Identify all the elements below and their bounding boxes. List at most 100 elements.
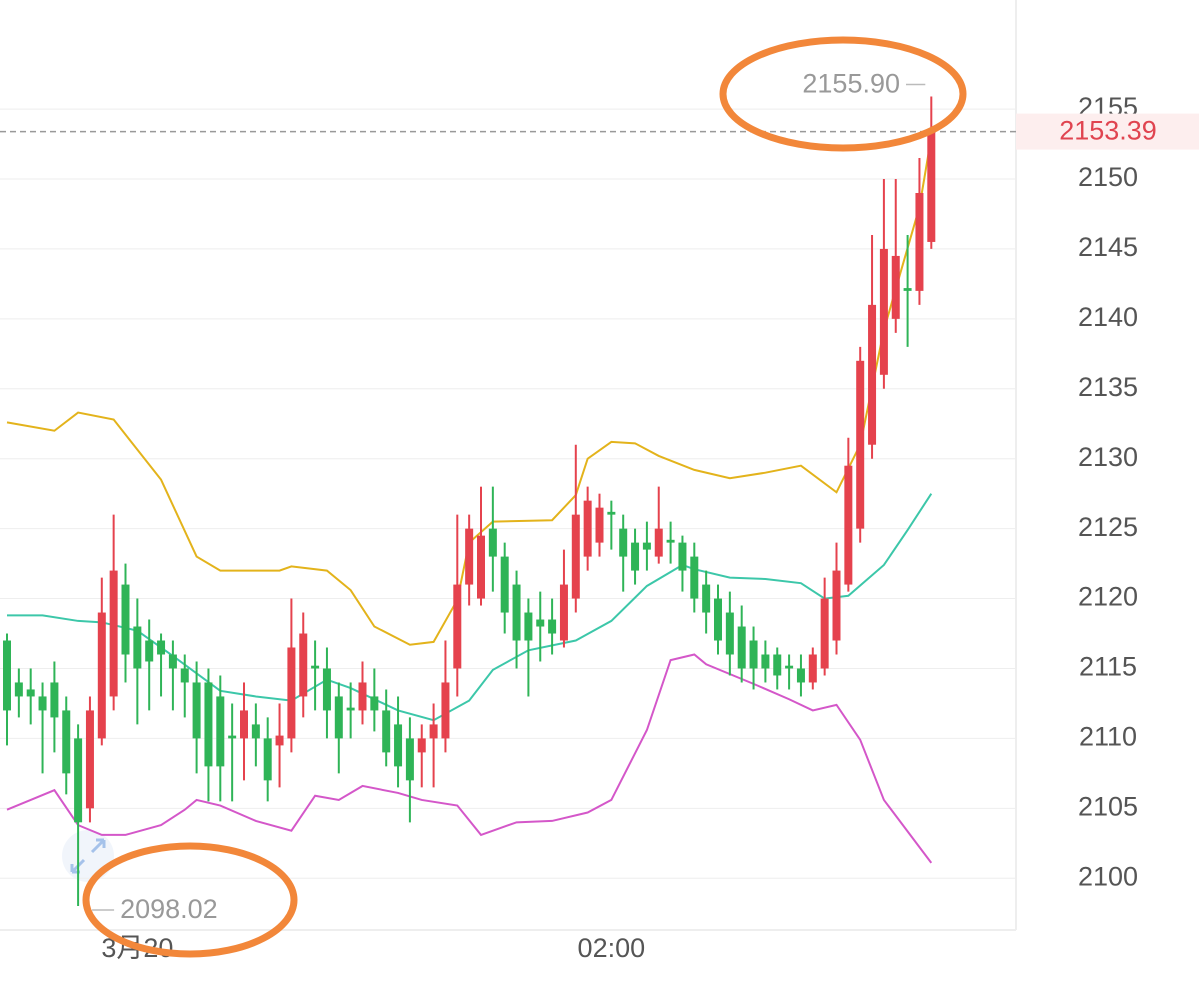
candle-body — [488, 528, 497, 557]
max-label: 2155.90 — [802, 69, 900, 99]
candle-body — [820, 598, 829, 669]
band-line — [6, 653, 933, 864]
y-tick-label: 2110 — [1079, 722, 1137, 752]
candle-body — [714, 598, 722, 641]
candle-body — [311, 665, 320, 669]
candle-body — [157, 640, 166, 655]
candle-body — [133, 626, 142, 669]
candle-body — [3, 640, 11, 711]
candle-body — [773, 654, 782, 676]
y-tick-label: 2145 — [1078, 232, 1138, 262]
candle-body — [382, 710, 391, 753]
candle-body — [500, 556, 509, 613]
candle-body — [642, 542, 651, 550]
candle-body — [168, 654, 177, 669]
candle-body — [654, 528, 663, 557]
candle-body — [14, 682, 23, 697]
candle-body — [915, 192, 924, 291]
candle-body — [26, 689, 35, 697]
candle-body — [370, 696, 379, 711]
candle-body — [844, 465, 853, 585]
candle-body — [334, 696, 343, 739]
candle-body — [216, 696, 225, 767]
candle-body — [512, 584, 521, 641]
y-tick-label: 2115 — [1079, 652, 1137, 682]
candle-body — [228, 735, 237, 739]
y-tick-label: 2130 — [1078, 442, 1138, 472]
highlight-circle — [719, 36, 967, 152]
candle-body — [725, 612, 734, 655]
candle-body — [429, 724, 438, 739]
candle-body — [204, 682, 213, 767]
candle-body — [785, 665, 794, 669]
candle-body — [749, 640, 758, 669]
candle-body — [287, 647, 296, 739]
candle-body — [548, 619, 557, 634]
y-tick-label: 2140 — [1078, 302, 1138, 332]
candle-body — [121, 584, 130, 655]
candle-body — [927, 131, 936, 242]
x-tick-label: 02:00 — [578, 933, 646, 963]
candle-body — [536, 619, 545, 627]
candle-body — [666, 539, 675, 543]
last-price-label: 2153.39 — [1059, 116, 1157, 146]
highlight-circle — [82, 842, 298, 958]
candle-body — [441, 682, 450, 739]
candle-body — [583, 500, 592, 557]
candle-body — [808, 654, 817, 683]
candle-body — [856, 360, 865, 529]
y-tick-label: 2120 — [1078, 582, 1138, 612]
candle-body — [180, 668, 189, 683]
candle-body — [62, 710, 71, 774]
candle-body — [879, 248, 888, 375]
candle-body — [322, 668, 331, 711]
candle-body — [619, 528, 628, 557]
expand-icon — [62, 830, 114, 882]
candle-body — [631, 542, 640, 571]
candle-body — [891, 255, 900, 319]
candle-body — [678, 542, 687, 571]
y-tick-label: 2105 — [1078, 791, 1138, 821]
candle-body — [903, 288, 912, 291]
candle-body — [145, 640, 154, 662]
y-tick-label: 2100 — [1078, 861, 1138, 891]
candle-body — [109, 570, 118, 697]
candle-body — [571, 514, 580, 599]
candle-body — [737, 626, 746, 669]
candle-body — [346, 707, 355, 711]
last-price-bg — [1016, 113, 1199, 150]
candle-body — [524, 612, 533, 641]
candle-body — [192, 682, 201, 739]
candle-body — [796, 668, 805, 683]
min-label: 2098.02 — [120, 894, 218, 924]
candle-body — [417, 738, 426, 753]
candle-body — [761, 654, 770, 669]
candle-body — [263, 738, 272, 781]
candle-body — [702, 584, 711, 613]
candle-body — [868, 304, 877, 445]
candle-body — [97, 612, 106, 739]
y-tick-label: 2135 — [1078, 372, 1138, 402]
candle-body — [240, 710, 248, 739]
candle-body — [251, 724, 260, 739]
candle-body — [453, 584, 462, 669]
plot-layer: 2100 2105 2110 2115 2120 2125 2130 2135 2140 2145… — [0, 69, 1199, 963]
candle-body — [394, 724, 403, 767]
candle-body — [74, 738, 83, 823]
candle-body — [85, 710, 94, 809]
candle-body — [607, 511, 616, 515]
candle-body — [299, 633, 308, 697]
candle-body — [405, 738, 414, 781]
candle-body — [358, 682, 367, 711]
y-tick-label: 2125 — [1078, 512, 1138, 542]
candle-body — [559, 584, 568, 641]
candle-body — [832, 570, 841, 641]
candle-body — [38, 696, 47, 711]
candle-body — [275, 735, 284, 746]
candle-body — [465, 528, 474, 585]
candle-body — [477, 535, 485, 599]
candle-body — [50, 682, 59, 718]
candle-body — [595, 507, 604, 543]
